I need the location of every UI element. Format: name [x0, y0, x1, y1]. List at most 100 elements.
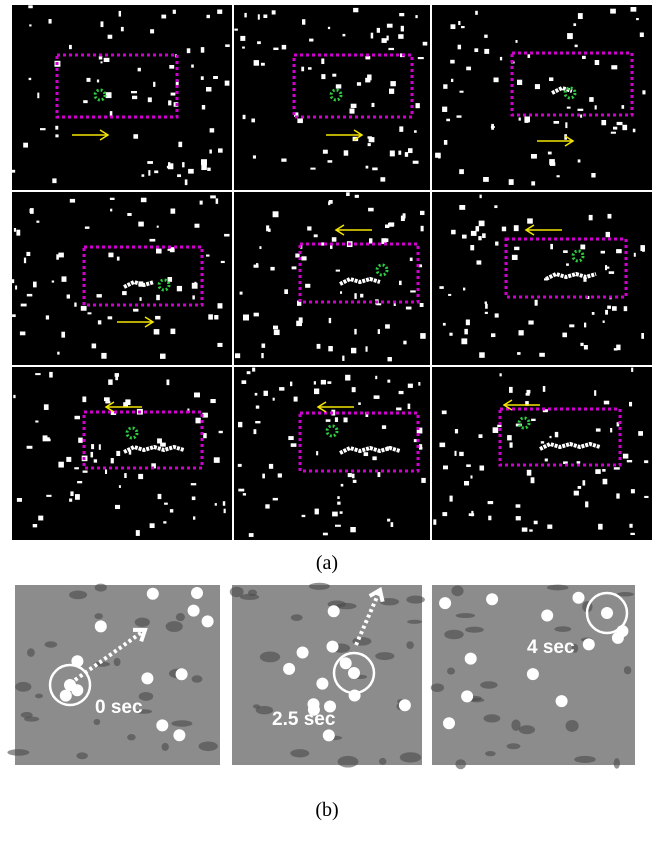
- speck: [374, 395, 380, 399]
- speck: [27, 294, 32, 297]
- bead: [465, 653, 477, 665]
- speck: [187, 48, 190, 53]
- speck: [67, 295, 70, 299]
- speck: [623, 454, 628, 459]
- speck: [607, 267, 610, 269]
- speck: [44, 404, 49, 410]
- speck: [206, 255, 209, 257]
- speck: [335, 525, 341, 527]
- speck: [52, 281, 54, 283]
- time-label: 0 sec: [95, 697, 143, 718]
- shadow: [95, 584, 107, 592]
- speck: [616, 345, 620, 351]
- speck: [150, 239, 156, 242]
- speck: [262, 474, 265, 479]
- speck: [206, 87, 211, 92]
- speck: [364, 452, 369, 456]
- speck: [580, 245, 585, 250]
- shadow: [95, 613, 103, 619]
- speck: [210, 128, 215, 132]
- speck: [610, 9, 616, 14]
- speck: [578, 486, 582, 489]
- speck: [405, 152, 408, 157]
- frame-bg: [432, 5, 652, 190]
- shadow: [290, 749, 309, 757]
- speck: [479, 434, 483, 438]
- speck: [192, 283, 198, 289]
- speck: [524, 117, 530, 123]
- shadow: [45, 641, 58, 648]
- speck: [440, 443, 446, 448]
- speck: [173, 10, 176, 14]
- speck: [480, 195, 482, 199]
- speck: [264, 391, 268, 396]
- speck: [442, 411, 447, 415]
- speck: [387, 519, 390, 522]
- speck: [644, 496, 648, 498]
- speck: [201, 164, 207, 170]
- speck: [478, 236, 481, 240]
- speck: [158, 494, 162, 499]
- speck: [98, 320, 101, 324]
- speck: [28, 5, 32, 8]
- speck: [328, 201, 330, 205]
- speck: [111, 458, 114, 463]
- speck: [507, 435, 512, 440]
- speck: [182, 162, 184, 167]
- speck: [372, 456, 376, 460]
- speck: [62, 276, 67, 281]
- speck: [121, 27, 124, 31]
- shadow: [127, 734, 136, 740]
- speck: [115, 375, 118, 380]
- shadow: [176, 613, 185, 621]
- speck: [450, 60, 454, 64]
- speck: [642, 90, 645, 94]
- bead: [527, 668, 539, 680]
- speck: [459, 205, 465, 210]
- speck: [455, 451, 457, 456]
- speck: [442, 107, 447, 112]
- speck: [92, 344, 97, 349]
- frame-bg: [12, 5, 232, 190]
- speck: [398, 34, 403, 39]
- speck: [613, 127, 617, 130]
- speck: [302, 19, 305, 25]
- speck: [344, 150, 349, 155]
- speck: [510, 442, 513, 447]
- speck: [527, 470, 532, 476]
- speck: [617, 122, 623, 125]
- frame: [432, 367, 652, 540]
- speck: [477, 260, 482, 264]
- shadow: [114, 658, 121, 666]
- speck: [167, 380, 170, 386]
- bead: [461, 690, 473, 702]
- speck: [394, 304, 396, 307]
- speck: [242, 47, 245, 49]
- panel-b: 0 sec2.5 sec4 sec: [7, 583, 635, 769]
- speck: [273, 398, 275, 401]
- speck: [539, 353, 545, 357]
- speck: [631, 489, 635, 493]
- speck: [46, 315, 49, 319]
- speck: [641, 333, 644, 339]
- shadow: [400, 752, 422, 762]
- speck: [509, 387, 513, 393]
- speck: [26, 252, 30, 256]
- speck: [543, 386, 546, 392]
- bead: [443, 717, 455, 729]
- bead: [323, 729, 335, 741]
- speck: [603, 479, 608, 485]
- speck: [308, 67, 312, 70]
- speck: [273, 326, 278, 330]
- bead: [601, 607, 613, 619]
- speck: [177, 286, 182, 291]
- speck: [243, 493, 246, 495]
- speck: [161, 15, 166, 19]
- speck: [296, 321, 302, 326]
- speck: [221, 261, 225, 263]
- shadow: [485, 751, 496, 756]
- speck: [365, 56, 370, 59]
- speck: [484, 49, 489, 54]
- speck: [256, 263, 258, 265]
- speck: [125, 399, 130, 405]
